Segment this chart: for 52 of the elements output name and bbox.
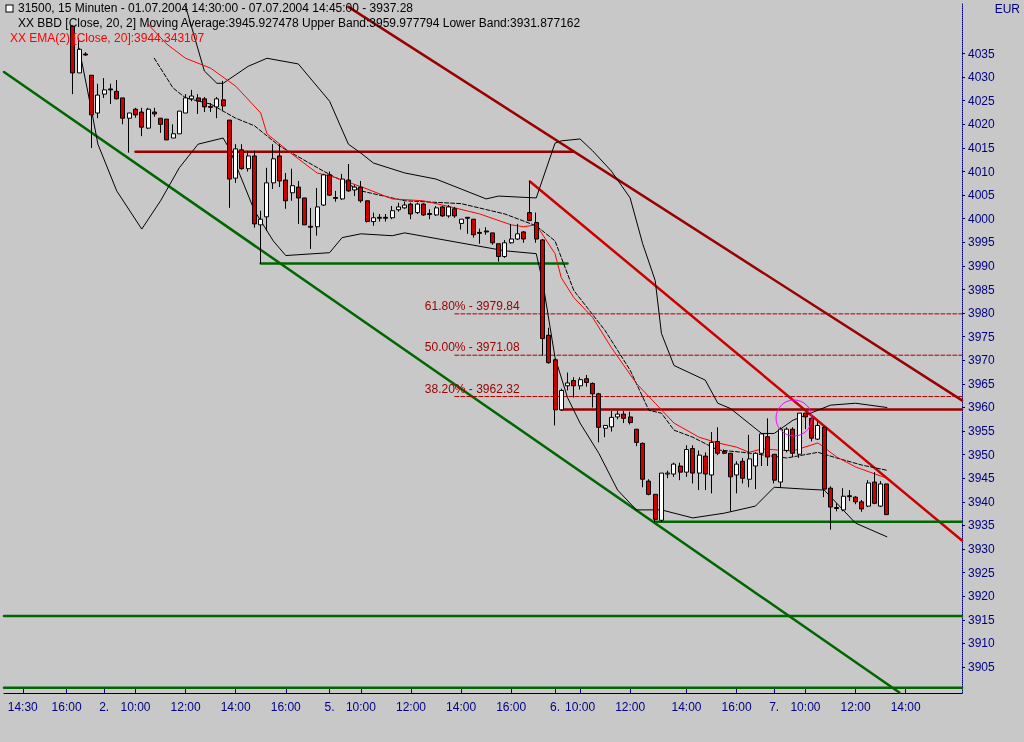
y-tick-label: 4015 [968, 140, 996, 155]
y-tick-label: 3935 [968, 518, 996, 533]
y-tick-label: 3965 [968, 376, 996, 391]
y-tick-label: 4020 [968, 117, 996, 132]
y-tick-label: 4035 [968, 46, 996, 61]
x-tick-label: 6. [550, 700, 561, 714]
x-tick-label: 14:30 [7, 700, 39, 714]
y-tick-label: 3950 [968, 447, 996, 462]
text: EUR [994, 2, 1021, 16]
y-tick-label: 4000 [968, 211, 996, 226]
x-tick-label: 10:00 [120, 700, 151, 714]
y-tick-label: 3945 [968, 471, 996, 486]
y-tick-label: 3990 [968, 258, 996, 273]
x-tick-label: 16:00 [721, 700, 752, 714]
x-tick-label: 12:00 [395, 700, 427, 714]
y-tick-label: 3905 [968, 660, 996, 675]
y-tick-label: 3970 [968, 353, 996, 368]
annotation: 61.80% - 3979.84 [424, 298, 520, 313]
x-tick-label: 10:00 [345, 700, 377, 714]
annotation: 50.00% - 3971.08 [424, 340, 520, 355]
x-tick-label: 10:00 [790, 700, 821, 714]
y-tick-label: 3960 [968, 400, 996, 415]
y-tick-label: 3920 [968, 589, 996, 604]
x-tick-label: 7. [769, 700, 780, 714]
x-tick-label: 12:00 [840, 700, 871, 714]
y-tick-label: 3955 [968, 424, 996, 439]
y-tick-label: 3995 [968, 235, 996, 250]
chart-title: 31500, 15 Minuten - 01.07.2004 14:30:00 - 07.07.2004 14:45:00 - 3937.28 [18, 1, 414, 15]
y-tick-label: 4005 [968, 188, 996, 203]
x-tick-label: 14:00 [890, 700, 921, 714]
x-tick-label: 16:00 [496, 700, 527, 714]
x-tick-label: 12:00 [170, 700, 201, 714]
x-tick-label: 10:00 [565, 700, 596, 714]
x-tick-label: 14:00 [671, 700, 702, 714]
x-tick-label: 5. [324, 700, 335, 714]
x-tick-label: 16:00 [51, 700, 82, 714]
y-tick-label: 3915 [968, 612, 996, 627]
y-tick-label: 4030 [968, 70, 996, 85]
x-tick-label: 12:00 [615, 700, 646, 714]
y-tick-label: 4025 [968, 93, 996, 108]
y-tick-label: 3985 [968, 282, 996, 297]
y-tick-label: 3925 [968, 565, 996, 580]
x-tick-label: 14:00 [220, 700, 252, 714]
y-tick-label: 3940 [968, 494, 996, 509]
x-tick-label: 16:00 [270, 700, 302, 714]
y-tick-label: 3975 [968, 329, 996, 344]
y-tick-label: 3910 [968, 636, 996, 651]
x-tick-label: 2. [99, 700, 110, 714]
y-tick-label: 3980 [968, 306, 996, 321]
y-tick-label: 4010 [968, 164, 996, 179]
y-tick-label: 3930 [968, 542, 996, 557]
x-tick-label: 14:00 [446, 700, 477, 714]
